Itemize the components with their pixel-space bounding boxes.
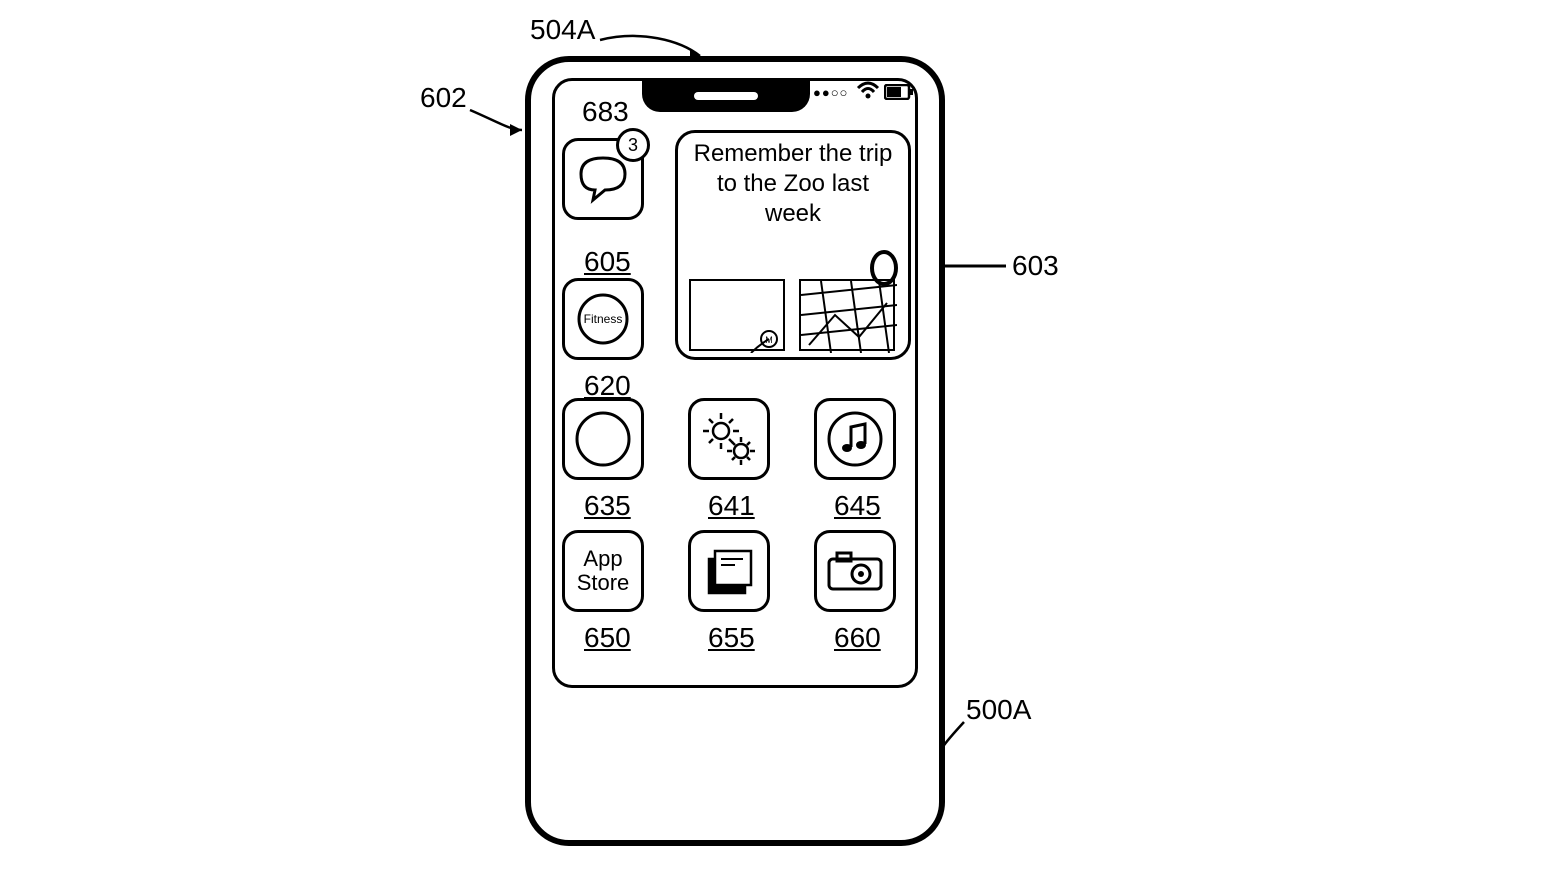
appstore-app-icon[interactable]: App Store <box>562 530 644 612</box>
messages-badge: 3 <box>616 128 650 162</box>
gears-icon <box>695 405 763 473</box>
battery-icon <box>884 84 914 100</box>
music-app-icon[interactable] <box>814 398 896 480</box>
cellular-dots: ●●○○ <box>813 85 848 100</box>
svg-text:Fitness: Fitness <box>584 312 623 326</box>
ref-655: 655 <box>708 622 755 654</box>
ref-660: 660 <box>834 622 881 654</box>
memory-widget[interactable]: Remember the trip to the Zoo last week M <box>675 130 911 360</box>
annot-500A: 500A <box>966 694 1031 726</box>
annot-602: 602 <box>420 82 467 114</box>
ref-635: 635 <box>584 490 631 522</box>
appstore-label: App Store <box>565 547 641 595</box>
messages-badge-count: 3 <box>628 135 638 156</box>
memory-map-thumb <box>799 279 895 351</box>
wifi-icon <box>856 80 880 100</box>
speech-bubble-icon <box>575 154 631 204</box>
camera-icon <box>823 547 887 595</box>
annot-504A: 504A <box>530 14 595 46</box>
app-icon-635[interactable] <box>562 398 644 480</box>
memory-photo-thumb: M <box>689 279 785 351</box>
ref-641: 641 <box>708 490 755 522</box>
notes-app-icon[interactable] <box>688 530 770 612</box>
circle-icon <box>571 407 635 471</box>
music-note-icon <box>823 407 887 471</box>
memory-widget-title: Remember the trip to the Zoo last week <box>678 133 908 229</box>
ref-645: 645 <box>834 490 881 522</box>
settings-app-icon[interactable] <box>688 398 770 480</box>
focus-oval-603 <box>870 250 900 288</box>
notch-speaker <box>694 92 758 100</box>
annot-683: 683 <box>582 96 629 128</box>
camera-app-icon[interactable] <box>814 530 896 612</box>
fitness-app-icon[interactable]: Fitness <box>562 278 644 360</box>
ref-650: 650 <box>584 622 631 654</box>
ref-605: 605 <box>584 246 631 278</box>
annot-603: 603 <box>1012 250 1059 282</box>
fitness-circle-icon: Fitness <box>571 287 635 351</box>
notes-icon <box>699 541 759 601</box>
